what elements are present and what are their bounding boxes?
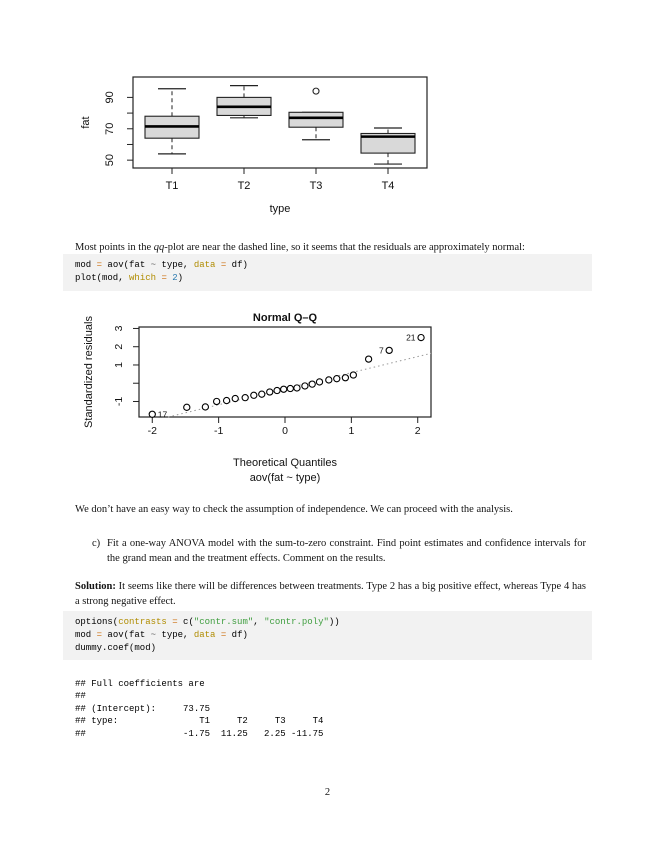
- box-T3: [288, 87, 344, 141]
- svg-text:T1: T1: [166, 180, 179, 192]
- svg-text:T4: T4: [382, 180, 395, 192]
- qq-point: [364, 355, 373, 363]
- qq-point: [341, 374, 350, 382]
- svg-text:50: 50: [104, 154, 116, 166]
- svg-text:0: 0: [282, 425, 288, 437]
- paragraph-independence: We don’t have an easy way to check the a…: [75, 504, 513, 515]
- solution-text: It seems like there will be differences …: [75, 581, 586, 608]
- qq-point: [273, 386, 281, 395]
- list-item-c: c) Fit a one-way ANOVA model with the su…: [92, 536, 586, 566]
- console-line: ## (Intercept): 73.75: [75, 703, 211, 714]
- svg-text:17: 17: [158, 409, 168, 419]
- paragraph-solution: Solution: It seems like there will be di…: [75, 579, 586, 609]
- console-line: ## Full coefficients are: [75, 679, 205, 689]
- qq-point: [315, 378, 324, 386]
- code-line: dummy.coef(mod): [75, 642, 157, 653]
- qq-note-pre: Most points in the: [75, 242, 154, 253]
- svg-text:-1: -1: [113, 397, 125, 406]
- code-line: mod = aov(fat ~ type, data = df): [75, 260, 248, 270]
- svg-text:3: 3: [113, 325, 125, 331]
- console-output: ## Full coefficients are ## ## (Intercept)…: [75, 678, 323, 740]
- svg-text:70: 70: [104, 123, 116, 135]
- code-line: mod = aov(fat ~ type, data = df): [75, 629, 248, 640]
- svg-text:21: 21: [406, 333, 416, 343]
- qq-point: [266, 388, 274, 396]
- qq-point: [212, 397, 221, 406]
- svg-text:-1: -1: [214, 425, 223, 437]
- fat-by-type-boxplot: 50 70 90 T1 T2 T3 T4 fat type: [80, 76, 428, 215]
- qq-point: [241, 393, 249, 402]
- qq-point: [417, 333, 425, 342]
- box-T4: [360, 127, 416, 165]
- svg-text:T2: T2: [238, 180, 251, 192]
- qq-point: [385, 346, 393, 355]
- qq-point: [183, 403, 191, 411]
- console-line: ##: [75, 691, 86, 702]
- qq-point: [349, 371, 358, 379]
- qq-point: [286, 384, 294, 393]
- svg-text:Standardized residuals: Standardized residuals: [83, 316, 95, 428]
- qq-point: [308, 380, 316, 388]
- code-block-2: options(contrasts = c("contr.sum", "cont…: [63, 611, 592, 661]
- normal-qq-plot: Normal Q–Q -2 -1 0 1 2 -1 1 2 3 17 7 21 Standardized …: [83, 312, 432, 484]
- qq-point: [258, 390, 266, 398]
- qq-reference-line: [167, 352, 432, 418]
- qq-point: [280, 385, 288, 393]
- qq-point: [301, 382, 309, 390]
- box-T1: [144, 88, 200, 155]
- qq-point: [293, 384, 301, 392]
- svg-text:-2: -2: [148, 425, 157, 437]
- page-number: 2: [324, 787, 331, 798]
- svg-text:7: 7: [379, 345, 384, 355]
- qq-plot-area: Normal Q–Q -2 -1 0 1 2 -1 1 2 3 17 7 21 Standardized …: [83, 312, 432, 484]
- qq-note-post: -plot are near the dashed line, so it se…: [164, 242, 525, 253]
- qq-point: [201, 403, 210, 411]
- console-line: ## -1.75 11.25 2.25 -11.75: [75, 728, 324, 739]
- boxplot-plot-area: 50 70 90 T1 T2 T3 T4 fat type: [80, 76, 428, 215]
- qq-point: [250, 391, 258, 399]
- svg-text:1: 1: [348, 425, 354, 437]
- svg-text:fat: fat: [80, 116, 92, 128]
- item-c-marker: c): [92, 538, 101, 549]
- svg-text:T3: T3: [310, 180, 323, 192]
- svg-text:Normal Q–Q: Normal Q–Q: [253, 312, 318, 324]
- qq-point: [148, 410, 156, 418]
- qq-point: [222, 396, 231, 405]
- svg-text:2: 2: [415, 425, 421, 437]
- code-line: plot(mod, which = 2): [75, 272, 184, 283]
- svg-text:90: 90: [104, 91, 116, 103]
- item-c-text: Fit a one-way ANOVA model with the sum-t…: [107, 538, 586, 565]
- svg-text:Theoretical Quantiles: Theoretical Quantiles: [233, 457, 337, 469]
- svg-text:aov(fat ~ type): aov(fat ~ type): [250, 472, 321, 484]
- qq-point: [333, 375, 341, 383]
- solution-label: Solution:: [75, 581, 116, 592]
- qq-point: [231, 394, 239, 403]
- box-T2: [216, 85, 272, 119]
- code-block-1: mod = aov(fat ~ type, data = df) plot(mod…: [63, 254, 592, 291]
- svg-text:2: 2: [113, 344, 125, 350]
- paragraph-qq-note: Most points in the qq-plot are near the …: [75, 240, 587, 255]
- code-line: options(contrasts = c("contr.sum", "cont…: [75, 617, 340, 627]
- console-line: ## type: T1 T2 T3 T4: [75, 716, 324, 727]
- qq-note-italic: qq: [153, 242, 165, 253]
- svg-text:1: 1: [113, 362, 125, 368]
- qq-point: [325, 376, 333, 384]
- svg-text:type: type: [270, 203, 291, 215]
